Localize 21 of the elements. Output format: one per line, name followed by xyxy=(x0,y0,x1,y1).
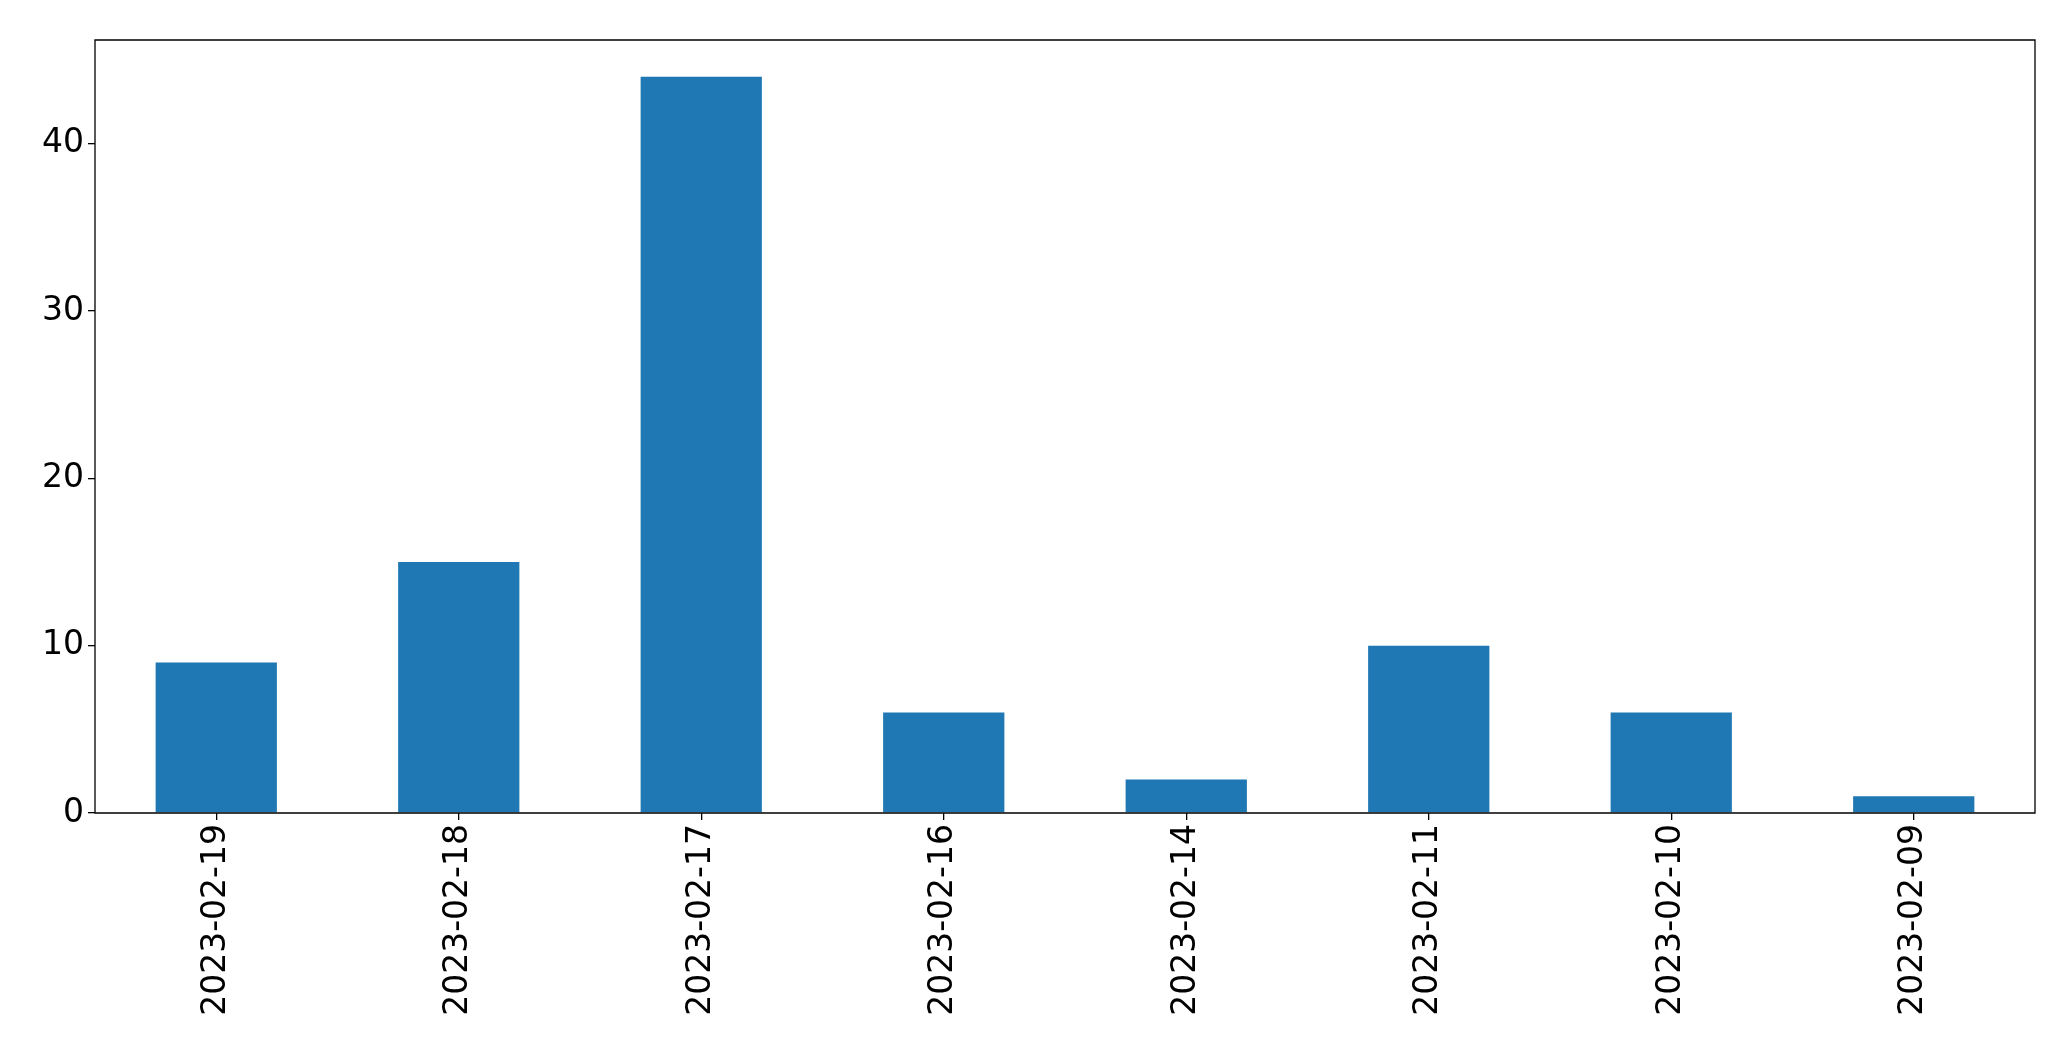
bar xyxy=(883,712,1005,813)
x-tick-label: 2023-02-18 xyxy=(436,824,476,1016)
x-tick-label: 2023-02-10 xyxy=(1648,824,1688,1016)
bar xyxy=(1853,796,1975,813)
x-tick-label: 2023-02-19 xyxy=(193,824,233,1016)
x-tick-label: 2023-02-09 xyxy=(1891,824,1931,1016)
y-tick-label: 0 xyxy=(63,790,84,830)
bar xyxy=(398,562,520,813)
y-tick-label: 20 xyxy=(42,455,84,495)
bar xyxy=(1610,712,1732,813)
x-tick-label: 2023-02-16 xyxy=(921,824,961,1016)
bar xyxy=(155,662,277,813)
bar xyxy=(1368,645,1490,813)
x-tick-label: 2023-02-17 xyxy=(678,824,718,1016)
x-tick-label: 2023-02-14 xyxy=(1163,824,1203,1016)
bar xyxy=(1125,779,1247,813)
y-tick-label: 10 xyxy=(42,623,84,663)
x-tick-label: 2023-02-11 xyxy=(1406,824,1446,1016)
y-tick-label: 30 xyxy=(42,288,84,328)
bar xyxy=(640,76,762,813)
y-tick-label: 40 xyxy=(42,121,84,161)
